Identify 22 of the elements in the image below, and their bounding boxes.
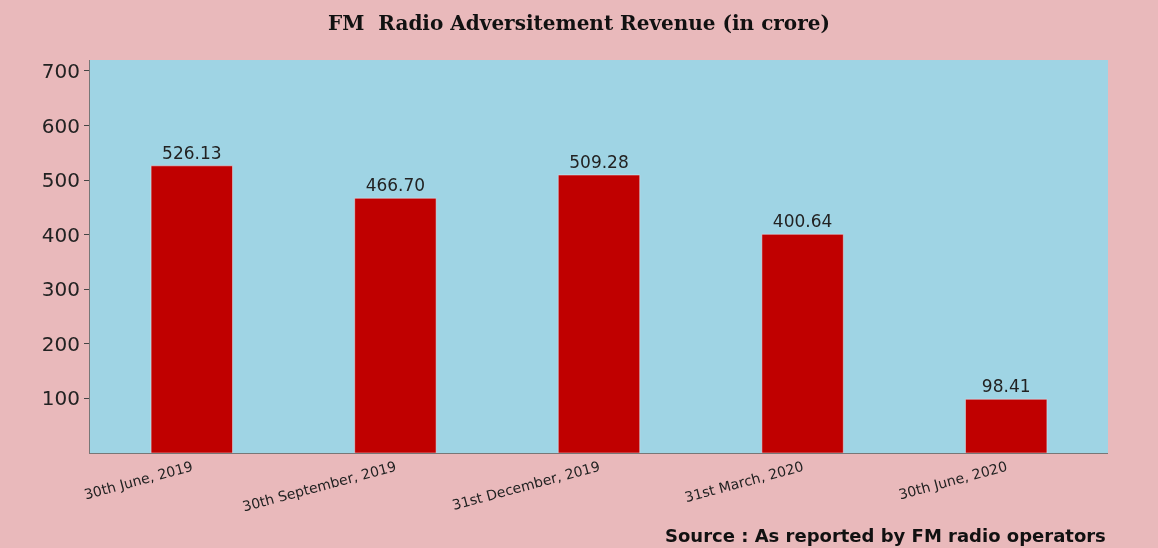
data-label: 400.64 (772, 211, 833, 232)
x-tick-label: 31st March, 2020 (682, 458, 806, 506)
bar (761, 234, 844, 453)
y-tick-label: 100 (41, 386, 80, 411)
y-tick-label: 600 (41, 113, 80, 138)
x-tick-label: 30th June, 2019 (82, 458, 195, 503)
y-tick-label: 500 (41, 168, 80, 193)
y-tick-label: 200 (41, 331, 80, 356)
y-tick-label: 300 (41, 277, 80, 302)
y-tick-label: 400 (41, 222, 80, 247)
bar (558, 174, 640, 453)
data-label: 509.28 (569, 152, 629, 173)
x-tick-label: 30th June, 2020 (896, 458, 1009, 503)
data-label: 98.41 (981, 376, 1031, 397)
bar (354, 198, 437, 453)
bar (150, 165, 233, 453)
bar (965, 399, 1048, 453)
data-label: 466.70 (365, 175, 426, 196)
source-note: Source : As reported by FM radio operators (665, 525, 1106, 546)
y-tick-label: 700 (41, 58, 80, 83)
chart-title: FM Radio Adversitement Revenue (in crore) (328, 11, 830, 36)
data-label: 526.13 (162, 142, 222, 163)
